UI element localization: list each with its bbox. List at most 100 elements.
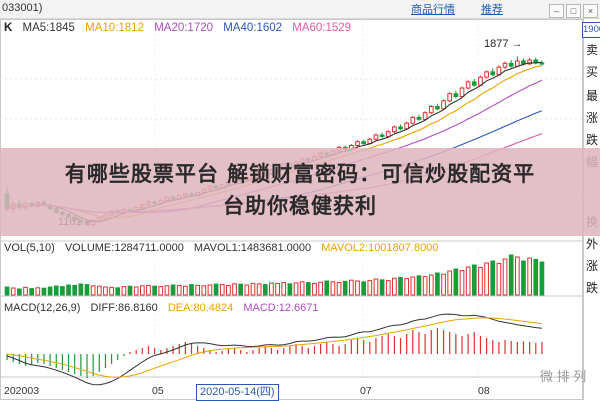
side-latest: 最 (585, 89, 598, 103)
volume-bar (324, 280, 330, 296)
candle-body (514, 60, 520, 67)
volume-bar (355, 280, 360, 296)
ad-line-2: 台助你稳健获利 (223, 194, 377, 218)
volume-bar (269, 282, 274, 296)
ma20-label: MA20:1720 (154, 22, 214, 34)
high-arrow-icon: → (511, 38, 523, 50)
candle-body (521, 60, 526, 65)
volume-bar (312, 282, 317, 296)
volume-bar (305, 282, 311, 296)
volume-bar (213, 283, 219, 296)
volume-bar (496, 262, 502, 296)
volume-bar (428, 274, 434, 296)
candle-body (484, 71, 489, 78)
volume-bar (96, 285, 102, 296)
volume-bar (379, 279, 385, 296)
volume-bar (514, 256, 520, 296)
restore-icon[interactable]: □ (566, 4, 581, 18)
volume-bar (10, 287, 16, 296)
volume-bar (533, 258, 539, 296)
volume-bar (459, 270, 465, 296)
volume-bar (262, 284, 268, 296)
security-code: 033001) (2, 2, 43, 14)
ad-overlay-text[interactable]: 有哪些股票平台 解锁财富密码：可信炒股配资平 台助你稳健获利 (0, 158, 600, 222)
volume-bar (244, 284, 250, 296)
market-quote-link[interactable]: 商品行情 (411, 4, 455, 16)
volume-bar (422, 276, 428, 296)
minimize-icon[interactable]: – (549, 4, 564, 18)
volume-bars (4, 254, 545, 296)
side-rise-2: 涨 (585, 259, 598, 273)
candle-body (428, 106, 434, 114)
volume-value: VOLUME:1284711.0000 (64, 242, 184, 254)
volume-bar (367, 280, 373, 296)
volume-bar (17, 288, 22, 296)
ma40-label: MA40:1602 (223, 22, 283, 34)
volume-bar (78, 283, 84, 296)
volume-bar (133, 286, 139, 296)
ad-line-1: 有哪些股票平台 解锁财富密码：可信炒股配资平 (64, 162, 536, 186)
volume-bar (287, 283, 293, 296)
volume-bar (219, 284, 225, 296)
volume-bar (109, 286, 114, 296)
volume-bar (441, 273, 446, 296)
candle-body (398, 126, 403, 130)
side-fall: 跌 (585, 133, 598, 147)
side-sell[interactable]: 卖 (585, 43, 598, 57)
volume-bar (41, 287, 47, 296)
volume-bar (373, 278, 379, 296)
top-toolbar: 033001) 商品行情 推荐 – □ × (0, 0, 600, 19)
vol-label: VOL(5,10) (4, 242, 55, 254)
volume-bar (410, 276, 416, 296)
side-fall-2: 跌 (585, 281, 598, 295)
volume-bar (478, 266, 483, 296)
ad-overlay[interactable] (0, 148, 600, 236)
volume-bar (23, 286, 28, 296)
volume-bar (201, 285, 207, 296)
x-label-07: 07 (360, 385, 372, 397)
volume-bar (447, 270, 453, 296)
volume-bar (84, 284, 90, 296)
volume-bar (398, 276, 403, 296)
volume-bar (152, 285, 157, 296)
ma5-label: MA5:1845 (22, 22, 75, 34)
candle-body (373, 134, 379, 140)
volume-bar (164, 285, 170, 296)
recommend-link[interactable]: 推荐 (481, 4, 503, 16)
close-icon[interactable]: × (583, 4, 598, 18)
candle-body (527, 59, 532, 65)
x-label-05: 05 (152, 385, 164, 397)
volume-bar (207, 284, 213, 296)
volume-bar (121, 286, 127, 296)
candle-body (392, 126, 397, 133)
candle-body (453, 93, 459, 98)
candle-body (361, 141, 366, 145)
volume-bar (281, 282, 287, 296)
candle-body (459, 87, 465, 98)
volume-bar (502, 258, 508, 296)
volume-bar (293, 282, 299, 296)
volume-bar (195, 284, 200, 296)
watermark: 微 排 列 (540, 369, 587, 384)
volume-bar (66, 284, 71, 296)
volume-bar (484, 262, 489, 296)
volume-bar (361, 281, 366, 296)
volume-bar (508, 254, 514, 296)
ma10-label: MA10:1812 (85, 22, 144, 34)
volume-bar (47, 286, 53, 296)
mavol2-value: MAVOL2:1001807.8000 (321, 242, 439, 254)
side-buy[interactable]: 买 (585, 65, 598, 79)
volume-bar (521, 260, 526, 296)
macd-panel (6, 313, 543, 386)
volume-bar (275, 282, 280, 296)
candle-body (435, 106, 440, 110)
volume-bar (385, 280, 391, 296)
volume-bar (392, 277, 397, 296)
volume-bar (60, 286, 65, 296)
diff-line (6, 313, 542, 386)
mavol1-value: MAVOL1:1483681.0000 (193, 242, 312, 254)
selected-date: 2020-05-14(四) (196, 384, 279, 401)
volume-bar (176, 284, 182, 296)
candle-body (410, 116, 416, 124)
volume-bar (127, 285, 133, 296)
